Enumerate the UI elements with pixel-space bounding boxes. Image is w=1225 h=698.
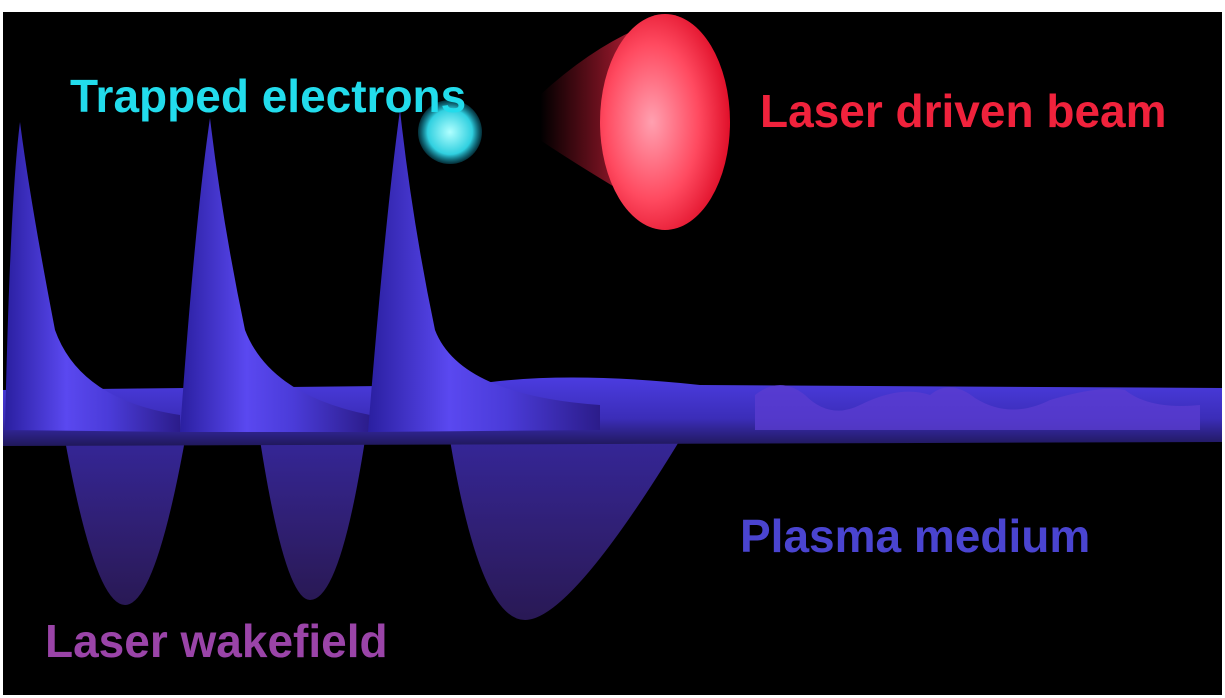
- label: Trapped electrons: [70, 70, 466, 122]
- illustration: Trapped electrons Laser driven beam Plas…: [0, 0, 1225, 698]
- label: Laser wakefield: [45, 615, 388, 667]
- label: Plasma medium: [740, 510, 1090, 562]
- page: Trapped electrons Laser driven beam Plas…: [0, 0, 1225, 698]
- label: Laser driven beam: [760, 85, 1167, 137]
